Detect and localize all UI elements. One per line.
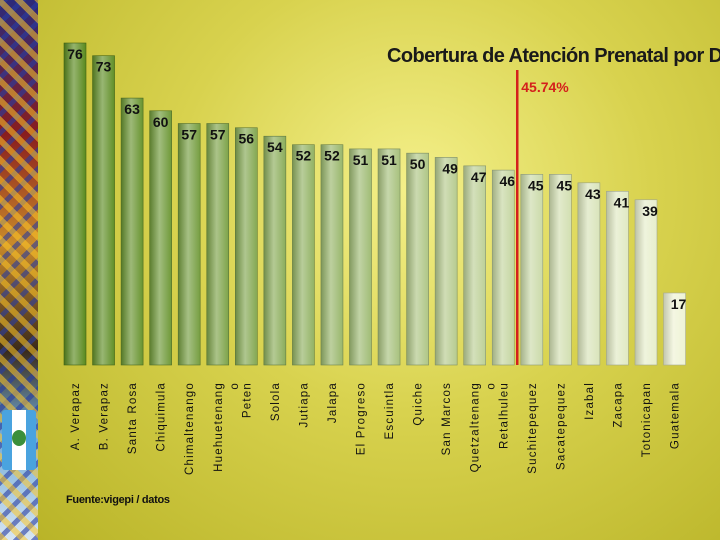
bar-value-label: 63 [124, 101, 140, 117]
bar-value-label: 54 [267, 139, 283, 155]
category-label: Huehuetenang o [213, 382, 241, 472]
bar [549, 174, 572, 366]
bar-value-label: 51 [381, 152, 397, 168]
category-label: Escuintla [384, 382, 396, 439]
category-label: Zacapa [612, 382, 624, 428]
category-label: A. Verapaz [70, 382, 82, 450]
bar [577, 182, 601, 366]
bar [520, 174, 544, 366]
bar [177, 123, 201, 366]
value-labels-group: 76 73 63 60 57 57 56 54 52 52 51 51 50 49 47 46 45 45 43 41… [67, 46, 686, 312]
bar-value-label: 56 [239, 131, 255, 147]
flag-emblem-icon [2, 410, 36, 470]
bar-value-label: 52 [296, 148, 312, 164]
category-label: Guatemala [670, 382, 682, 449]
bar-value-label: 57 [210, 127, 226, 143]
bar [434, 157, 458, 366]
category-label: Chimaltenango [184, 382, 196, 475]
category-label: Izabal [584, 382, 596, 420]
bar [463, 165, 487, 366]
category-label: San Marcos [441, 382, 453, 455]
bar [406, 152, 429, 366]
bar [377, 148, 401, 366]
bar-value-label: 41 [614, 194, 630, 210]
bar-value-label: 57 [181, 127, 197, 143]
bar-value-label: 39 [642, 203, 658, 219]
bar-value-label: 43 [585, 186, 601, 202]
bar [92, 55, 115, 366]
bar-value-label: 45 [557, 177, 573, 193]
category-label: Sacatepequez [555, 382, 567, 470]
category-label: Jutiapa [298, 382, 310, 427]
bar [263, 135, 287, 366]
bar [235, 127, 258, 366]
bar [292, 144, 315, 366]
bar [120, 97, 144, 366]
chart-title: Cobertura de Atención Prenatal por Depto… [387, 45, 720, 67]
bar [491, 169, 515, 366]
category-label: Totonicapan [641, 382, 653, 457]
chart-panel: Cobertura de Atención Prenatal por Depto… [38, 0, 720, 540]
category-labels-group: A. Verapaz B. Verapaz Santa Rosa Chiquimula… [70, 382, 682, 475]
bar [634, 199, 658, 366]
category-label: Jalapa [327, 382, 339, 423]
category-label: Santa Rosa [127, 382, 139, 454]
reference-line-label: 45.74% [521, 79, 569, 95]
category-label: Chiquimula [156, 382, 168, 452]
category-label: Quetzaltenang o [470, 382, 498, 472]
category-label: B. Verapaz [99, 382, 111, 450]
bar-value-label: 50 [410, 156, 426, 172]
bar-value-label: 45 [528, 177, 544, 193]
bar [206, 123, 230, 366]
category-label: Suchitepequez [527, 382, 539, 474]
bar [349, 148, 372, 366]
source-note: Fuente:vigepi / datos [66, 494, 170, 506]
bar-value-label: 76 [67, 46, 83, 62]
category-label: Quiche [413, 382, 425, 426]
bar-value-label: 49 [442, 160, 458, 176]
bar-chart: Cobertura de Atención Prenatal por Depto… [63, 42, 720, 506]
bar [663, 292, 686, 366]
bar-value-label: 17 [671, 296, 687, 312]
bar [63, 42, 87, 366]
category-label: Peten [241, 382, 253, 418]
bar-value-label: 51 [353, 152, 369, 168]
category-label: Solola [270, 382, 282, 421]
bar-value-label: 52 [324, 148, 340, 164]
bar-value-label: 46 [499, 173, 515, 189]
bar-value-label: 47 [471, 169, 487, 185]
bar [606, 190, 629, 366]
bar-value-label: 73 [96, 59, 112, 75]
bar [149, 110, 172, 366]
category-label: Retalhuleu [498, 382, 510, 449]
bar-value-label: 60 [153, 114, 169, 130]
bars-group [63, 42, 686, 366]
bar [320, 144, 344, 366]
category-label: El Progreso [356, 382, 368, 455]
